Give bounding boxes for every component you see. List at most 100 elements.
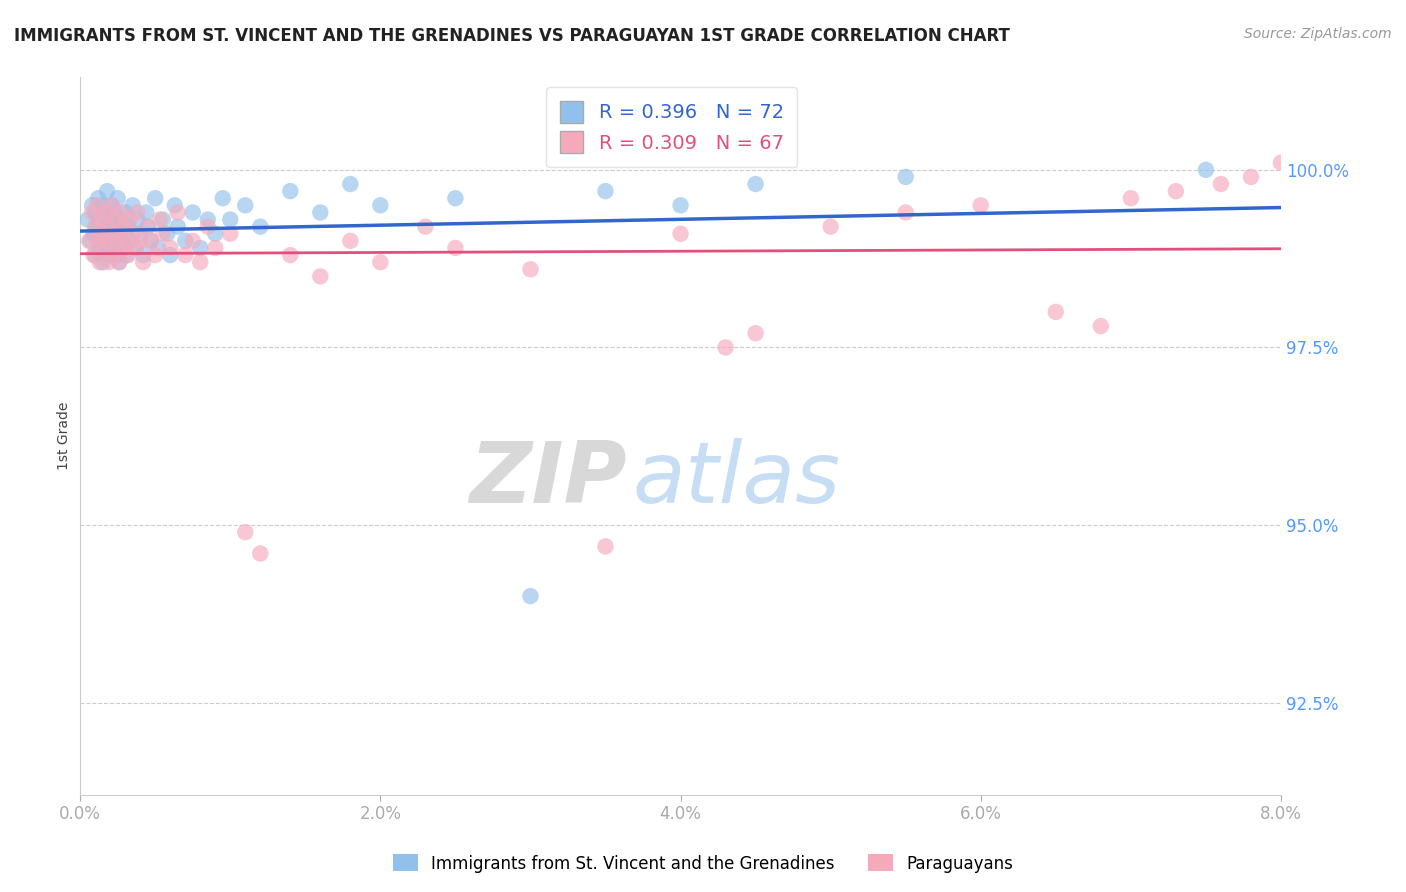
Point [96,234,118,248]
Point [110,205,132,219]
Point [77,234,100,248]
Point [136,219,159,234]
Point [93,241,115,255]
Point [415,219,437,234]
Point [820,219,842,234]
Point [219,212,242,227]
Point [79,234,101,248]
Point [278,248,301,262]
Point [156,227,179,241]
Point [93,227,115,241]
Point [166,219,188,234]
Point [76,212,98,227]
Point [107,227,129,241]
Point [894,169,917,184]
Point [83,227,105,241]
Point [101,219,124,234]
Point [83,248,105,262]
Point [197,219,219,234]
Point [98,219,121,234]
Point [148,241,170,255]
Point [444,191,467,205]
Point [111,234,134,248]
Text: ZIP: ZIP [468,438,627,521]
Point [100,198,122,212]
Point [111,241,134,255]
Point [233,525,256,540]
Point [114,227,136,241]
Point [98,212,121,227]
Point [249,547,271,561]
Point [744,326,766,341]
Point [159,248,181,262]
Point [135,205,157,219]
Point [233,198,256,212]
Point [174,234,197,248]
Point [219,227,242,241]
Point [519,262,541,277]
Point [143,191,166,205]
Point [1209,177,1232,191]
Point [107,191,129,205]
Point [127,205,149,219]
Point [86,219,108,234]
Point [669,227,692,241]
Point [94,205,117,219]
Point [163,198,186,212]
Point [82,198,104,212]
Point [595,184,617,198]
Point [1240,169,1263,184]
Point [1045,305,1067,319]
Point [894,205,917,219]
Point [519,589,541,603]
Point [204,241,226,255]
Point [370,255,392,269]
Point [112,241,135,255]
Point [97,255,120,269]
Point [107,234,129,248]
Point [204,227,226,241]
Point [309,205,332,219]
Point [197,212,219,227]
Point [159,241,181,255]
Point [121,198,143,212]
Point [100,198,122,212]
Point [118,212,141,227]
Point [101,241,124,255]
Point [211,191,233,205]
Point [370,198,392,212]
Point [152,227,174,241]
Point [1119,191,1142,205]
Point [87,234,110,248]
Text: atlas: atlas [633,438,841,521]
Point [82,205,104,219]
Point [970,198,993,212]
Point [669,198,692,212]
Point [136,219,159,234]
Point [139,234,162,248]
Point [96,219,118,234]
Point [188,241,211,255]
Point [114,205,136,219]
Point [152,212,174,227]
Point [94,205,117,219]
Point [91,227,114,241]
Point [114,234,136,248]
Point [108,255,131,269]
Point [117,248,139,262]
Point [91,198,114,212]
Point [1164,184,1187,198]
Point [97,248,120,262]
Point [104,227,127,241]
Legend: R = 0.396   N = 72, R = 0.309   N = 67: R = 0.396 N = 72, R = 0.309 N = 67 [546,87,797,167]
Text: Source: ZipAtlas.com: Source: ZipAtlas.com [1244,27,1392,41]
Point [108,255,131,269]
Point [112,219,135,234]
Point [89,212,111,227]
Point [87,191,110,205]
Point [139,234,162,248]
Point [181,205,204,219]
Point [132,255,155,269]
Point [91,255,114,269]
Point [166,205,188,219]
